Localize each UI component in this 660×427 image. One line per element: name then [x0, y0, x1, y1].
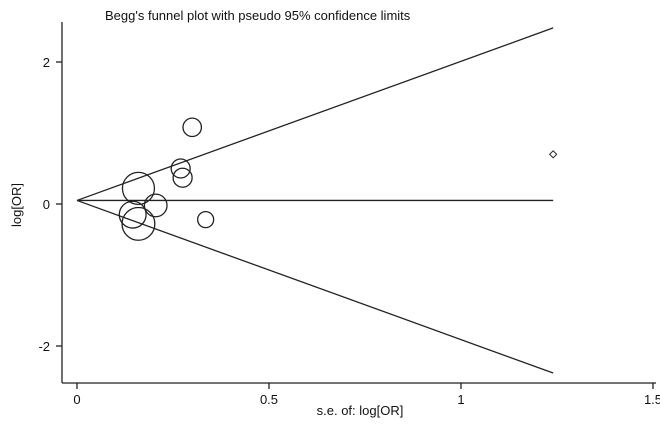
study-points [118, 117, 558, 241]
y-axis-label: log[OR] [9, 183, 24, 227]
diamond-point [548, 150, 558, 159]
lower-confidence-limit [76, 199, 554, 374]
x-axis-ticks: 0 0.5 1 1.5 [73, 383, 660, 407]
study-point [143, 193, 168, 218]
study-point [170, 158, 191, 179]
y-tick-label: -2 [38, 339, 50, 354]
chart-title: Begg's funnel plot with pseudo 95% confi… [105, 8, 411, 23]
upper-confidence-limit [76, 27, 554, 202]
study-point [172, 167, 193, 188]
y-axis-ticks: -2 0 2 [38, 55, 62, 354]
study-point [196, 210, 215, 229]
y-tick-label: 2 [43, 55, 50, 70]
x-tick-label: 0 [73, 392, 80, 407]
study-point [182, 117, 203, 138]
study-point [121, 171, 156, 206]
funnel-lines [76, 27, 554, 374]
plot-area [61, 22, 656, 384]
x-tick-label: 1 [457, 392, 464, 407]
study-point [118, 200, 147, 229]
x-axis-label: s.e. of: log[OR] [317, 403, 404, 418]
study-point [121, 206, 156, 241]
x-tick-label: 1.5 [644, 392, 660, 407]
x-tick-label: 0.5 [260, 392, 278, 407]
y-tick-label: 0 [43, 197, 50, 212]
